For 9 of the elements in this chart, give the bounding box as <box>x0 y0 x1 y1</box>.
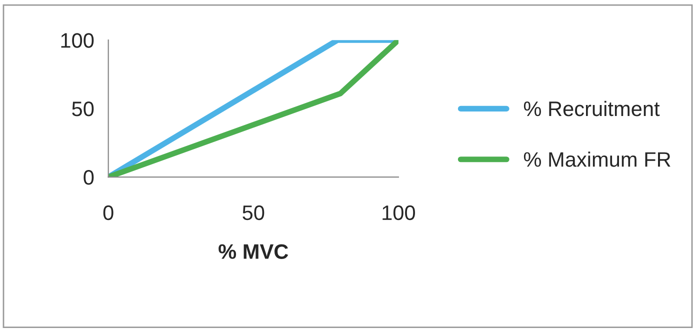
y-tick-label: 100 <box>61 33 94 48</box>
x-tick-label: 0 <box>103 205 114 220</box>
y-tick-label: 50 <box>72 102 94 116</box>
x-axis-title: % MVC <box>218 244 288 259</box>
x-tick-label: 50 <box>242 205 264 220</box>
y-tick-label: 0 <box>84 170 94 185</box>
legend-label: % Maximum FR <box>524 152 670 167</box>
legend-label: % Recruitment <box>524 100 660 116</box>
x-tick-label: 100 <box>382 205 415 220</box>
